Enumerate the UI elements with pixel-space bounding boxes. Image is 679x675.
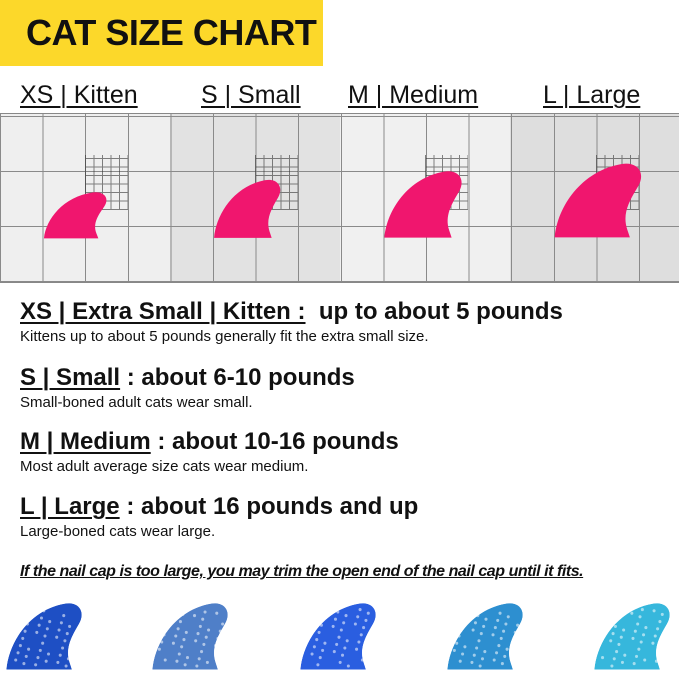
size-label-s: S | Small [201, 81, 301, 109]
size-weight: : about 16 pounds and up [126, 493, 419, 520]
nail-cap-s-icon [214, 179, 281, 238]
title-banner: CAT SIZE CHART [0, 0, 323, 66]
size-section-s: S | Small : about 6-10 pounds Small-bone… [20, 364, 355, 412]
size-name: M | Medium [20, 428, 151, 455]
glitter-nail-cap-icon [447, 603, 523, 670]
size-section-l: L | Large : about 16 pounds and up Large… [20, 493, 418, 541]
glitter-nail-cap-icon [6, 603, 82, 670]
nail-cap-xs-icon [43, 192, 107, 239]
title: CAT SIZE CHART [26, 12, 317, 53]
glitter-nail-cap-icon [152, 603, 228, 670]
size-name: S | Small [20, 364, 121, 391]
size-label-l: L | Large [543, 81, 641, 109]
size-section-xs: XS | Extra Small | Kitten : up to about … [20, 298, 563, 346]
size-section-m: M | Medium : about 10-16 pounds Most adu… [20, 428, 399, 476]
size-weight: up to about 5 pounds [318, 298, 563, 325]
size-label-m: M | Medium [348, 81, 479, 109]
size-description: Large-boned cats wear large. [20, 523, 216, 540]
size-label-xs: XS | Kitten [20, 81, 138, 109]
size-weight: : about 10-16 pounds [157, 428, 399, 455]
size-name: L | Large [20, 493, 120, 520]
size-name: XS | Extra Small | Kitten : [20, 298, 306, 325]
trim-note: If the nail cap is too large, you may tr… [20, 563, 584, 580]
size-weight: : about 6-10 pounds [126, 364, 355, 391]
nail-cap-l-icon [554, 163, 642, 238]
size-description: Kittens up to about 5 pounds generally f… [20, 328, 429, 345]
glitter-nail-cap-icon [300, 603, 376, 670]
glitter-nail-cap-icon [594, 603, 670, 670]
nail-cap-m-icon [384, 171, 462, 238]
size-description: Small-boned adult cats wear small. [20, 394, 253, 411]
size-description: Most adult average size cats wear medium… [20, 458, 309, 475]
